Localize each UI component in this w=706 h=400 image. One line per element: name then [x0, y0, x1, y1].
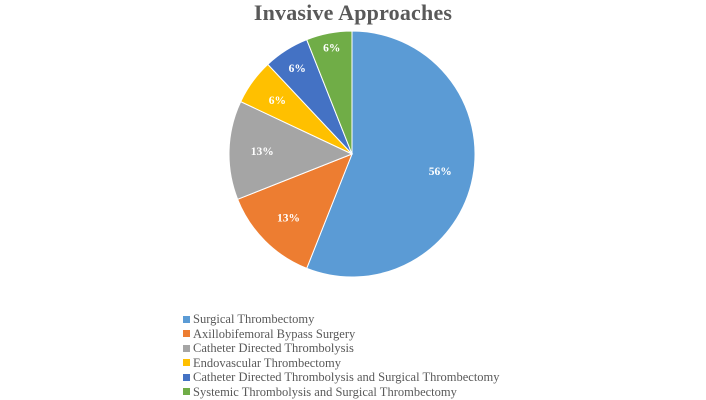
- legend-label: Catheter Directed Thrombolysis and Surgi…: [193, 370, 500, 384]
- data-label-cdt-and-surgical-thrombectomy: 6%: [289, 63, 306, 75]
- data-label-catheter-directed-thrombolysis: 13%: [251, 146, 274, 158]
- legend-swatch: [183, 373, 190, 381]
- legend-swatch: [183, 330, 190, 338]
- legend-swatch: [183, 388, 190, 396]
- legend-label: Axillobifemoral Bypass Surgery: [193, 326, 356, 341]
- legend-label: Endovascular Thrombectomy: [193, 355, 341, 370]
- data-label-surgical-thrombectomy: 56%: [429, 166, 452, 178]
- legend-swatch: [183, 359, 190, 367]
- legend-item-axillobifemoral-bypass: Axillobifemoral Bypass Surgery: [183, 327, 500, 342]
- data-label-axillobifemoral-bypass: 13%: [277, 212, 300, 224]
- legend-item-catheter-directed-thrombolysis: Catheter Directed Thrombolysis: [183, 341, 500, 356]
- chart-legend: Surgical Thrombectomy Axillobifemoral Byp…: [183, 312, 500, 399]
- legend-label: Surgical Thrombectomy: [193, 312, 315, 326]
- pie-slice-axillobifemoral-bypass: [236, 153, 353, 270]
- legend-item-surgical-thrombectomy: Surgical Thrombectomy: [183, 312, 500, 327]
- pie-chart: 56% 13% 13% 6% 6% 6%: [228, 30, 476, 278]
- legend-label: Systemic Thrombolysis and Surgical Throm…: [193, 384, 457, 399]
- data-label-endovascular-thrombectomy: 6%: [269, 95, 286, 107]
- legend-item-endovascular-thrombectomy: Endovascular Thrombectomy: [183, 356, 500, 371]
- legend-item-cdt-and-surgical-thrombectomy: Catheter Directed Thrombolysis and Surgi…: [183, 370, 500, 385]
- legend-item-systemic-thrombolysis-and-surgical: Systemic Thrombolysis and Surgical Throm…: [183, 385, 500, 400]
- pie-slice-systemic-thrombolysis-and-surgical: [306, 30, 353, 155]
- legend-swatch: [183, 344, 190, 352]
- chart-title: Invasive Approaches: [253, 0, 453, 25]
- pie-slice-catheter-directed-thrombolysis: [228, 100, 354, 200]
- pie-slice-surgical-thrombectomy: [306, 30, 476, 278]
- legend-label: Catheter Directed Thrombolysis: [193, 341, 354, 355]
- data-label-systemic-thrombolysis-and-surgical: 6%: [323, 43, 340, 55]
- legend-swatch: [183, 315, 190, 323]
